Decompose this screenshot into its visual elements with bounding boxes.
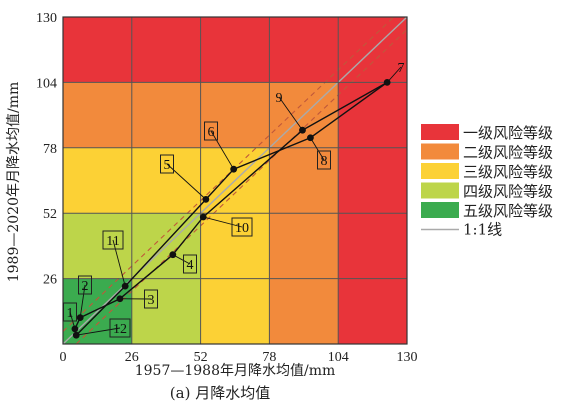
label-box-4 [183,254,197,274]
data-point-11 [121,282,129,290]
data-point-12 [72,331,80,339]
x-axis-title: 1957—1988年月降水均值/mm [135,363,336,379]
plot-border [62,16,408,345]
zone-cell-level-4 [131,278,201,344]
legend-swatch-level-2 [421,143,459,160]
legend-swatch-level-1 [421,124,459,140]
zone-cell-level-1 [338,278,407,344]
point-label-2: 2 [82,279,89,294]
callout-line-11 [112,239,126,287]
zone-cell-level-3 [200,278,270,344]
zone-cell-level-2 [269,147,339,214]
zone-cell-level-1 [131,17,201,83]
label-box-12 [109,318,131,338]
point-label-10: 10 [235,221,249,236]
legend-label-level-2: 二级风险等级 [463,144,553,162]
zone-cell-level-2 [131,82,201,148]
zone-cell-level-2 [269,213,339,279]
x-tick-label: 26 [125,350,139,365]
callout-line-6 [210,130,235,170]
y-tick-label: 130 [36,11,57,26]
y-tick-label: 104 [36,76,57,91]
zone-cell-level-2 [63,82,132,148]
x-tick-label: 52 [194,350,208,365]
data-point-6 [230,165,238,173]
legend-label-level-5: 五级风险等级 [463,202,553,220]
callout-line-8 [310,137,325,161]
data-point-3 [116,295,124,303]
label-box-2 [78,275,92,295]
callout-line-7 [386,66,402,83]
zone-cell-level-2 [269,278,339,344]
label-box-5 [160,154,174,174]
data-point-7 [383,79,391,86]
chart-caption: (a) 月降水均值 [170,384,270,402]
zone-cell-level-3 [63,147,132,214]
data-point-5 [202,195,210,203]
x-tick-label: 0 [60,350,67,365]
zone-cell-level-3 [131,147,201,214]
label-box-10 [231,217,253,237]
zone-cell-level-1 [63,17,132,83]
data-points [71,79,391,339]
plot-frame [62,16,408,345]
legend-swatch-level-5 [421,202,459,218]
point-label-8: 8 [321,154,328,169]
callout-lines [69,66,402,336]
zone-cell-level-2 [200,82,270,148]
data-point-1 [71,325,79,333]
zone-cell-level-4 [63,213,132,279]
legend-label-level-3: 三级风险等级 [463,163,553,181]
y-tick-label: 26 [43,273,57,288]
point-label-12: 12 [113,322,127,337]
x-tick-label: 104 [328,350,349,365]
one-to-one-line [62,16,408,345]
risk-zones [63,17,407,344]
x-tick-label: 130 [397,350,418,365]
callout-line-10 [203,216,243,228]
point-label-6: 6 [208,125,215,140]
y-axis-title: 1989—2020年月降水均值/mm [6,82,22,283]
legend-label-level-4: 四级风险等级 [463,183,553,201]
label-box-1 [63,302,77,322]
label-box-11 [102,230,124,250]
zone-cell-level-1 [269,17,339,83]
point-label-5: 5 [164,158,171,173]
x-tick-label: 78 [262,350,276,365]
y-tick-label: 52 [43,207,57,222]
callout-line-9 [278,96,303,131]
grid-lines [63,17,407,344]
zone-cell-level-1 [338,213,407,279]
series-line-b [75,81,388,336]
label-box-3 [144,289,158,309]
zone-cell-level-1 [338,147,407,214]
point-label-9: 9 [276,91,283,106]
callout-line-2 [79,284,86,318]
point-label-7: 7 [398,61,405,76]
data-point-9 [299,126,306,134]
legend-swatch-level-4 [421,182,459,199]
legend-swatch-level-3 [421,163,459,179]
zone-cell-level-3 [200,213,270,279]
point-label-1: 1 [67,306,74,321]
point-label-4: 4 [187,258,194,273]
data-point-4 [169,251,177,259]
label-box-6 [204,121,218,141]
y-tick-label: 78 [43,142,57,157]
data-point-2 [76,314,84,321]
callout-line-12 [76,327,121,336]
data-point-10 [199,213,207,221]
legend-label-level-1: 一级风险等级 [463,124,553,142]
data-point-8 [307,134,314,142]
zone-cell-level-1 [200,17,270,83]
point-label-11: 11 [106,234,119,249]
legend-label-one-to-one: 1:1线 [463,221,502,239]
label-box-8 [317,150,331,170]
point-label-3: 3 [148,293,155,308]
